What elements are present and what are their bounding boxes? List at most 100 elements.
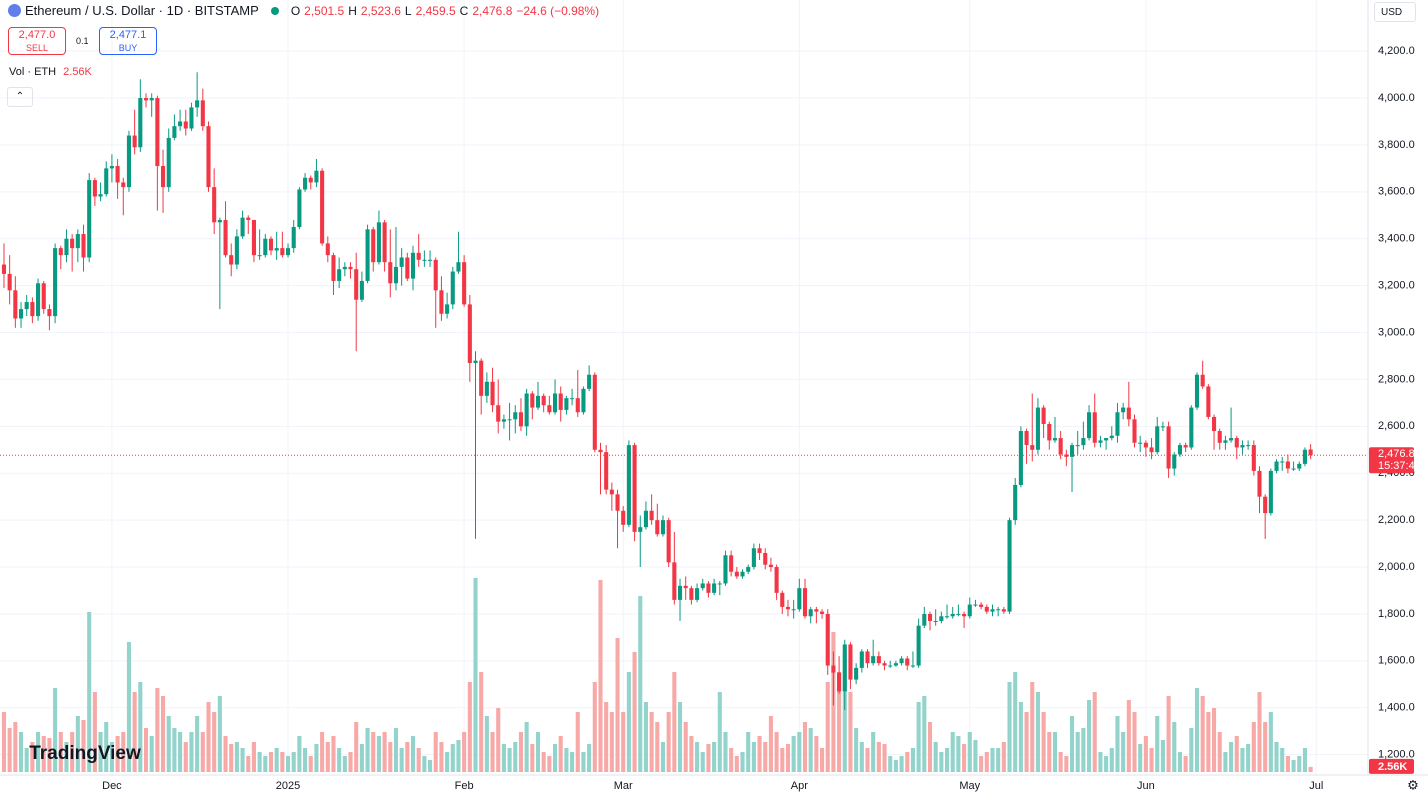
candle-body bbox=[490, 381, 495, 406]
candle-body bbox=[388, 262, 393, 284]
volume-bar bbox=[263, 756, 268, 772]
volume-bar bbox=[848, 692, 853, 772]
y-tick-label: 4,200.0 bbox=[1378, 45, 1415, 57]
volume-bar bbox=[609, 712, 614, 772]
volume-bar bbox=[587, 744, 592, 772]
price-tag-value: 2,476.8 bbox=[1378, 448, 1415, 460]
candle-body bbox=[246, 217, 251, 220]
candle-body bbox=[638, 527, 643, 532]
volume-bar bbox=[1098, 752, 1103, 772]
candle-body bbox=[626, 445, 631, 525]
settings-icon[interactable]: ⚙ bbox=[1407, 777, 1419, 792]
volume-bar bbox=[1189, 728, 1194, 772]
candle-body bbox=[950, 613, 955, 617]
volume-bar bbox=[132, 692, 137, 772]
volume-bar bbox=[910, 748, 915, 772]
volume-bar bbox=[598, 580, 603, 772]
volume-bar bbox=[683, 722, 688, 772]
y-tick-label: 3,400.0 bbox=[1378, 233, 1415, 245]
volume-bar bbox=[490, 732, 495, 772]
candle-body bbox=[1251, 445, 1256, 471]
buy-button[interactable]: 2,477.1 BUY bbox=[99, 27, 157, 55]
candle-body bbox=[206, 126, 211, 188]
candle-body bbox=[183, 121, 188, 129]
candle-body bbox=[899, 658, 904, 664]
volume-bar bbox=[422, 756, 427, 772]
currency-button[interactable]: USD bbox=[1374, 2, 1416, 22]
ohlc-key: L bbox=[404, 3, 412, 18]
volume-bar bbox=[973, 740, 978, 772]
candle-body bbox=[115, 166, 120, 183]
volume-bar bbox=[223, 736, 228, 772]
y-tick-label: 2,600.0 bbox=[1378, 420, 1415, 432]
candle-body bbox=[785, 606, 791, 610]
candle-body bbox=[581, 388, 586, 413]
candle-body bbox=[75, 234, 80, 249]
volume-bar bbox=[592, 682, 597, 772]
candle-body bbox=[1308, 449, 1313, 456]
candle-body bbox=[70, 238, 75, 249]
candle-body bbox=[337, 269, 342, 281]
candle-body bbox=[1268, 470, 1273, 514]
candle-body bbox=[161, 166, 166, 188]
collapse-button[interactable]: ⌃ bbox=[7, 87, 33, 107]
y-tick-label: 3,000.0 bbox=[1378, 326, 1415, 338]
volume-bar bbox=[206, 702, 211, 772]
sell-button[interactable]: 2,477.0 SELL bbox=[8, 27, 66, 55]
volume-bar bbox=[740, 752, 745, 772]
volume-tag bbox=[1369, 758, 1414, 774]
volume-bar bbox=[30, 742, 35, 772]
volume-bar bbox=[365, 728, 370, 772]
candle-body bbox=[1297, 463, 1302, 469]
volume-bar bbox=[98, 732, 103, 772]
candle-body bbox=[143, 98, 149, 101]
y-tick-label: 4,000.0 bbox=[1378, 92, 1415, 104]
candle-body bbox=[1177, 445, 1183, 455]
ohlc-value: 2,523.6 bbox=[360, 3, 401, 18]
volume-bar bbox=[933, 742, 938, 772]
volume-bar bbox=[734, 756, 739, 772]
candle-body bbox=[195, 100, 200, 108]
volume-bar bbox=[1223, 752, 1228, 772]
volume-bar bbox=[916, 702, 921, 772]
volume-bar bbox=[7, 728, 12, 772]
candle-body bbox=[922, 613, 927, 626]
volume-bar bbox=[530, 744, 535, 772]
volume-bar bbox=[280, 752, 285, 772]
volume-bar bbox=[64, 742, 69, 772]
candle-body bbox=[64, 238, 69, 256]
volume-bar bbox=[496, 708, 501, 772]
change: −24.6 (−0.98%) bbox=[516, 3, 600, 18]
x-tick-label: Mar bbox=[614, 780, 633, 792]
volume-bar bbox=[359, 744, 364, 772]
candle-body bbox=[121, 182, 126, 188]
candle-body bbox=[251, 219, 256, 256]
candle-body bbox=[41, 283, 46, 310]
candle-body bbox=[433, 259, 438, 291]
y-tick-label: 2,800.0 bbox=[1378, 373, 1415, 385]
candle-body bbox=[871, 656, 876, 664]
volume-bar bbox=[24, 748, 29, 772]
volume-bar bbox=[240, 748, 245, 772]
volume-bar bbox=[92, 692, 97, 772]
candle-body bbox=[558, 393, 563, 410]
candle-body bbox=[1263, 496, 1268, 514]
volume-bar bbox=[1166, 696, 1171, 772]
volume-bar bbox=[251, 742, 256, 772]
candle-body bbox=[524, 393, 529, 427]
candle-body bbox=[229, 255, 234, 265]
candle-body bbox=[496, 405, 501, 422]
volume-bar bbox=[1246, 744, 1251, 772]
candle-body bbox=[92, 180, 97, 197]
volume-bar bbox=[1109, 748, 1114, 772]
candle-body bbox=[808, 609, 813, 617]
candle-body bbox=[1058, 438, 1063, 455]
candle-body bbox=[746, 567, 751, 572]
candle-body bbox=[734, 571, 739, 577]
volume-bar bbox=[944, 748, 950, 772]
volume-bar bbox=[541, 752, 546, 772]
candle-body bbox=[365, 229, 370, 281]
candle-body bbox=[98, 194, 103, 197]
candle-body bbox=[791, 609, 796, 611]
volume-bar bbox=[393, 728, 399, 772]
